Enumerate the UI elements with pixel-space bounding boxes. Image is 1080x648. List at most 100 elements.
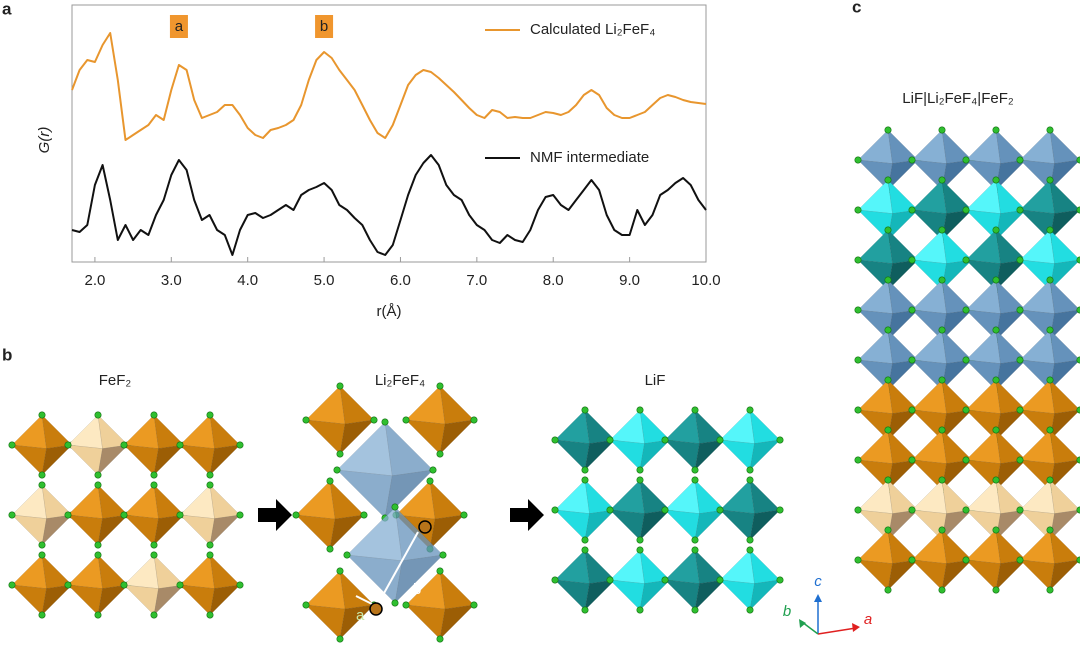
atom [884,226,892,234]
atom [938,326,946,334]
atom [1076,306,1080,314]
octahedron-face [965,479,1001,514]
octahedron-face [609,549,645,584]
octahedron-face [1019,259,1055,291]
octahedron-face [554,439,590,471]
octahedron-face [67,554,103,589]
octahedron-face [97,444,129,476]
atom [884,176,892,184]
atom [636,606,644,614]
atom [636,476,644,484]
octahedron-face [857,179,893,214]
octahedron-face [995,279,1027,314]
octahedron-face [911,529,947,564]
atom [908,406,916,414]
octahedron-face [941,559,973,591]
octahedron-face [941,459,973,491]
octahedron-face [123,444,159,476]
atom [1046,426,1054,434]
octahedron-face [941,329,973,364]
octahedron-face [719,479,755,514]
octahedron-face [11,484,47,519]
atom [962,206,970,214]
octahedron-face [719,409,755,444]
atom [746,546,754,554]
structure-label: Li₂FeF₄ [375,372,425,389]
atom [854,556,862,564]
atom [236,511,244,519]
x-tick-label: 7.0 [466,272,487,289]
atom [691,406,699,414]
atom [1046,476,1054,484]
structure-label: LiF|Li₂FeF₄|FeF₂ [902,90,1014,107]
octahedron-face [664,509,700,541]
atom [908,356,916,364]
structure-label: LiF [645,372,666,389]
octahedron-face [179,414,215,449]
atom [938,176,946,184]
octahedron-face [153,444,185,476]
octahedron-face [67,484,103,519]
octahedron-face [911,259,947,291]
atom [206,551,214,559]
atom [716,576,724,584]
octahedron-face [857,329,893,364]
atom [691,476,699,484]
atom [336,567,344,575]
atom [64,511,72,519]
atom [992,176,1000,184]
octahedron-face [1049,359,1080,391]
octahedron-face [857,379,893,414]
octahedron-face [1019,229,1055,264]
atom [606,506,614,514]
atom [1046,126,1054,134]
octahedron-face [995,209,1027,241]
octahedron-face [1049,429,1080,464]
octahedron-face [1049,309,1080,341]
atom [606,576,614,584]
atom [992,586,1000,594]
atom [884,586,892,594]
octahedron-face [97,584,129,616]
octahedron-face [694,579,726,611]
octahedron-face [609,579,645,611]
octahedron-face [329,514,365,550]
atom [94,471,102,479]
octahedron-face [123,554,159,589]
atom [94,481,102,489]
octahedron-face [965,559,1001,591]
atom [1046,226,1054,234]
atom [343,551,351,559]
atom [460,511,468,519]
annotation: a [175,18,184,35]
octahedron-face [11,584,47,616]
x-tick-label: 6.0 [390,272,411,289]
atom [551,576,559,584]
atom [436,450,444,458]
annotation: b [320,18,328,35]
octahedron-face [1049,129,1080,164]
octahedron-face [609,409,645,444]
atom [8,511,16,519]
octahedron-face [584,579,616,611]
structure-label: FeF₂ [99,372,132,389]
annotation-box [169,15,188,38]
octahedron-face [857,459,893,491]
octahedron-face [179,514,215,546]
octahedron-face [887,409,919,441]
octahedron-face [209,514,241,546]
atom [1046,326,1054,334]
atom [962,506,970,514]
octahedron-face [887,309,919,341]
octahedron-face [554,479,590,514]
atom [716,506,724,514]
octahedron-face [887,559,919,591]
atom [1076,456,1080,464]
atom [150,611,158,619]
atom [962,156,970,164]
atom [854,506,862,514]
octahedron-face [439,419,475,455]
octahedron-face [429,514,465,550]
atom [938,476,946,484]
